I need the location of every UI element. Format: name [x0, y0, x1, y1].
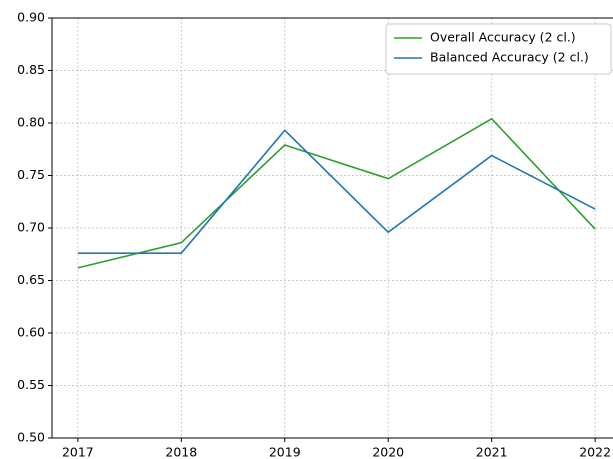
y-tick-label: 0.70: [17, 220, 45, 235]
series-line: [77, 117, 596, 269]
legend-label: Overall Accuracy (2 cl.): [430, 30, 576, 45]
y-tick-label: 0.50: [17, 430, 45, 445]
x-tick-label: 2020: [372, 445, 404, 459]
series-line: [77, 129, 596, 254]
y-tick-label: 0.80: [17, 115, 45, 130]
x-tick-label: 2021: [476, 445, 508, 459]
x-tick-label: 2018: [165, 445, 197, 459]
x-tick-label: 2022: [579, 445, 611, 459]
x-tick-label: 2017: [62, 445, 94, 459]
y-tick-label: 0.75: [17, 167, 45, 182]
legend-box: [385, 23, 612, 75]
y-tick-label: 0.90: [17, 10, 45, 25]
y-tick-label: 0.65: [17, 272, 45, 287]
y-tick-label: 0.60: [17, 325, 45, 340]
x-tick-label: 2019: [269, 445, 301, 459]
legend-label: Balanced Accuracy (2 cl.): [430, 50, 589, 65]
y-tick-label: 0.55: [17, 377, 45, 392]
y-tick-label: 0.85: [17, 62, 45, 77]
legend: Overall Accuracy (2 cl.) Balanced Accurac…: [385, 23, 612, 75]
